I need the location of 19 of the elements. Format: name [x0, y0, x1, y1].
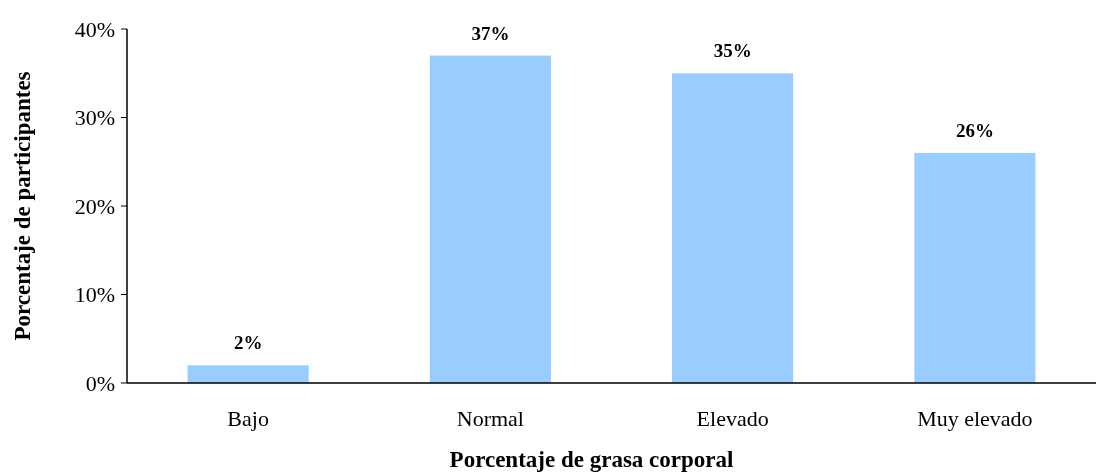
data-label: 37%: [471, 22, 510, 44]
x-tick-label: Muy elevado: [917, 406, 1033, 431]
y-tick-label: 10%: [74, 282, 115, 308]
bar: [429, 55, 551, 383]
data-label: 26%: [955, 119, 994, 141]
y-tick-label: 0%: [85, 370, 115, 396]
x-tick-label: Bajo: [227, 406, 269, 431]
data-label: 2%: [233, 332, 263, 354]
x-tick-label: Elevado: [696, 406, 769, 431]
bar: [914, 152, 1036, 383]
x-tick-label: Normal: [456, 406, 524, 431]
bar: [672, 73, 794, 383]
y-tick-label: 40%: [74, 16, 115, 42]
x-axis-title: Porcentaje de grasa corporal: [449, 447, 734, 472]
y-axis-title: Porcentaje de participantes: [10, 71, 35, 341]
bar: [187, 365, 309, 383]
y-tick-label: 20%: [74, 193, 115, 219]
y-tick-label: 30%: [74, 105, 115, 131]
data-label: 35%: [713, 40, 752, 62]
